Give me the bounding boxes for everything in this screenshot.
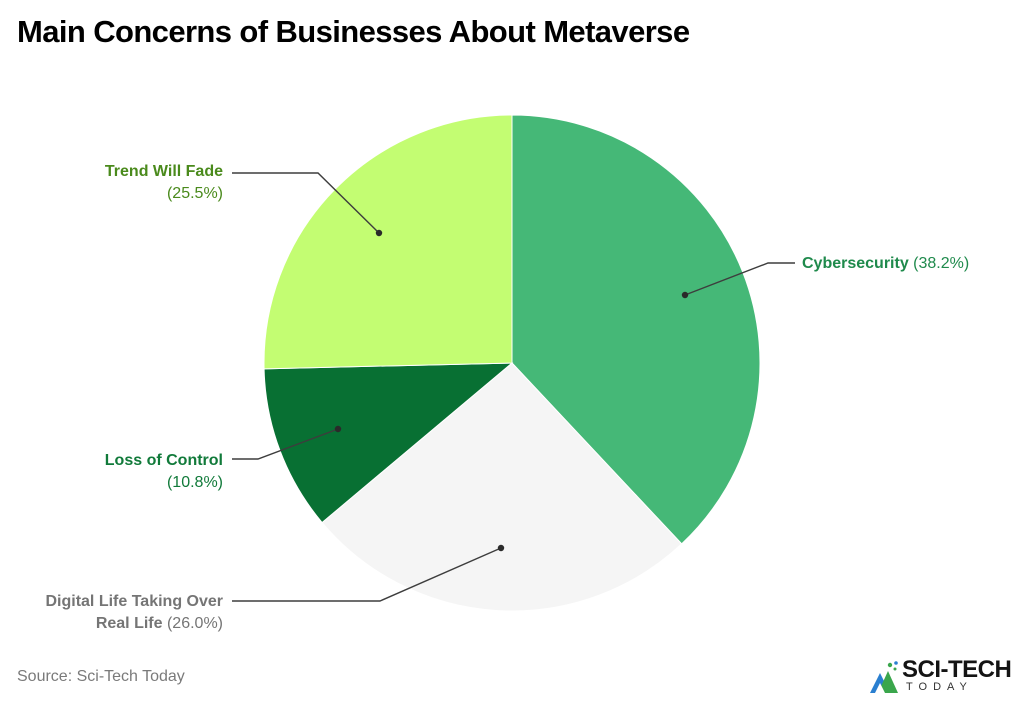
label-digital-life: Digital Life Taking Over Real Life (26.0…: [45, 593, 223, 632]
callout-digital-life-dot: [497, 544, 505, 552]
callout-loss-of-control-dot: [334, 425, 342, 433]
pie-slices: [263, 114, 761, 612]
label-loss-of-control: Loss of Control (10.8%): [104, 452, 223, 491]
callout-cybersecurity-line: [684, 262, 795, 296]
callout-loss-of-control-line: [232, 428, 339, 460]
pie-slice-trend-will-fade: [263, 114, 513, 370]
callout-lines: [232, 172, 795, 602]
callout-digital-life-line: [232, 547, 502, 602]
callout-trend-will-fade-line: [232, 172, 380, 234]
label-cybersecurity: Cybersecurity (38.2%): [802, 255, 970, 272]
sci-tech-today-logo: SCI-TECH TODAY: [868, 657, 1018, 697]
pie-slice-digital-life: [321, 362, 683, 612]
logo-subtitle: TODAY: [906, 681, 973, 693]
logo-wordmark: SCI-TECH: [902, 656, 1012, 683]
chart-title: Main Concerns of Businesses About Metave…: [17, 14, 690, 49]
callout-trend-will-fade-dot: [375, 229, 383, 237]
logo-mark-icon: [870, 661, 898, 693]
pie-slice-cybersecurity: [511, 114, 761, 545]
callout-cybersecurity-dot: [681, 291, 689, 299]
source-note: Source: Sci-Tech Today: [17, 668, 185, 685]
label-trend-will-fade: Trend Will Fade (25.5%): [104, 163, 223, 202]
